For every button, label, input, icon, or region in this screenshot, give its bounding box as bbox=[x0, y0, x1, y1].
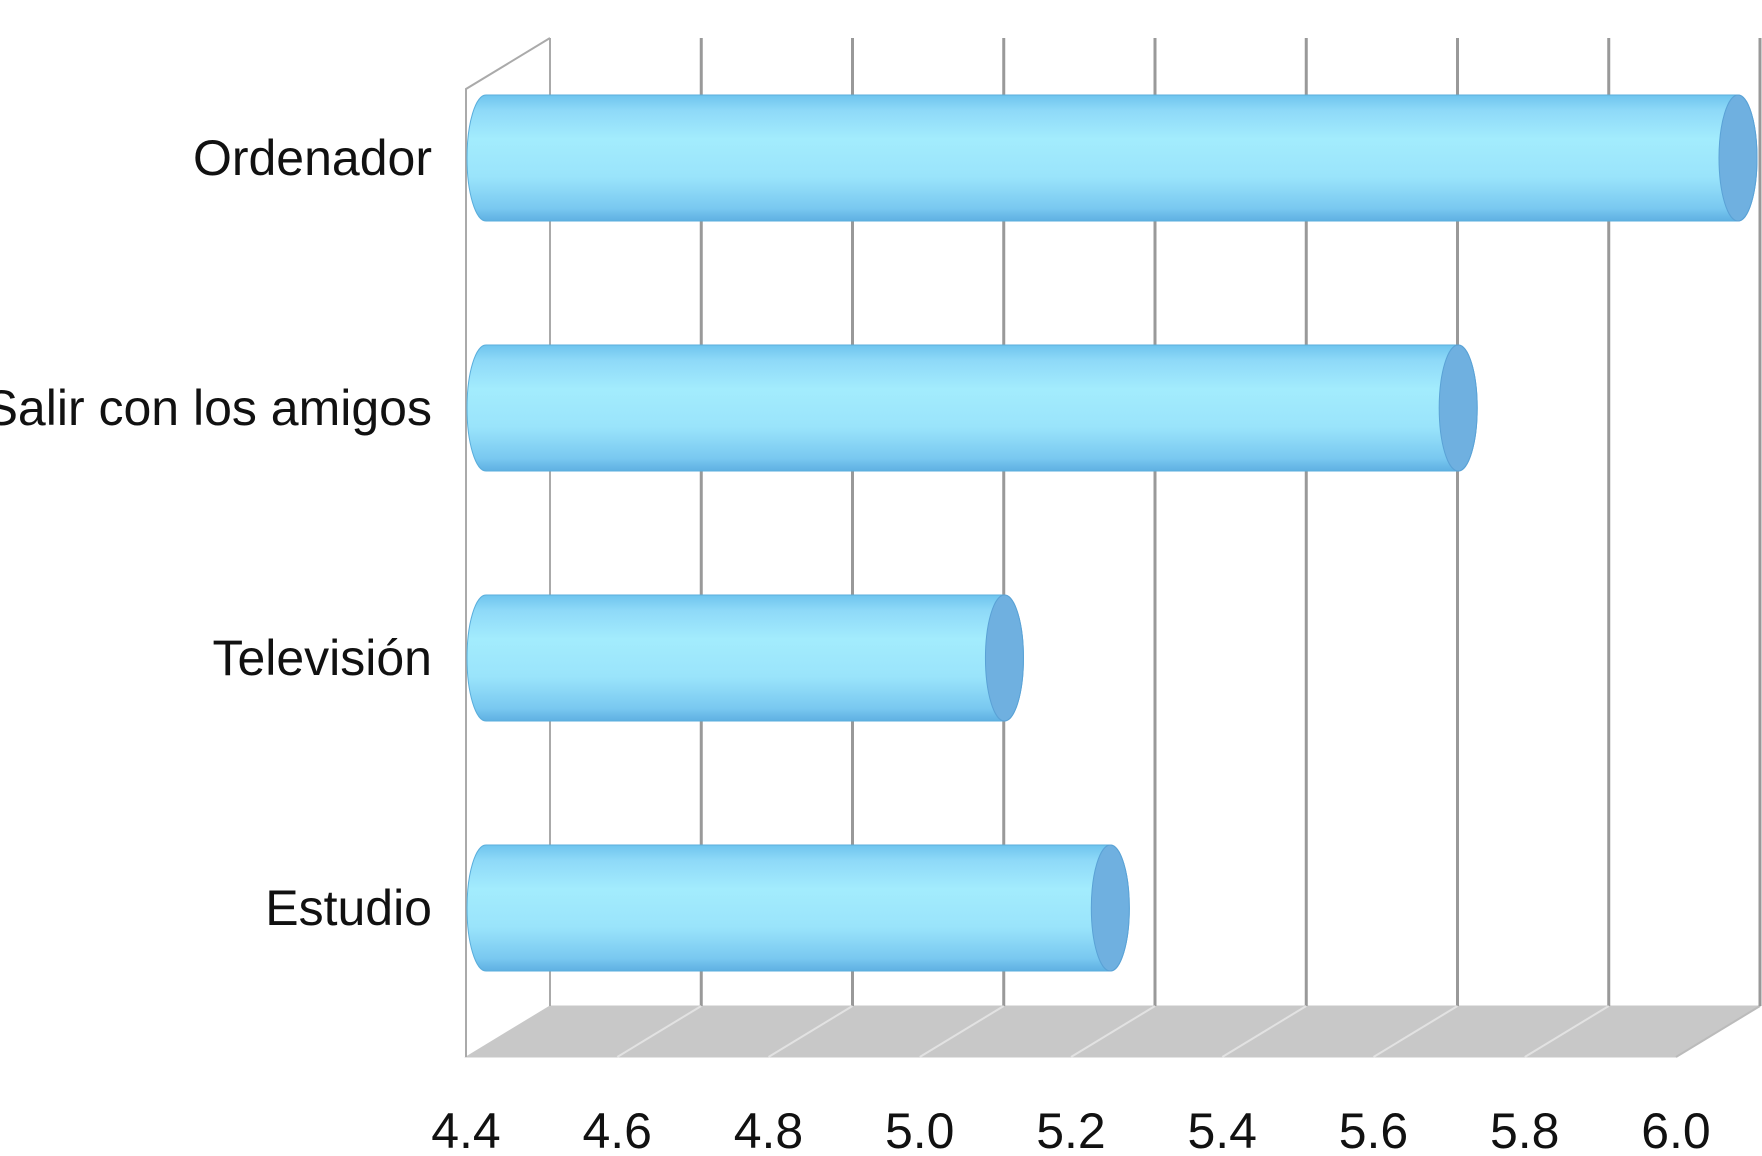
category-labels: Ordenador Salir con los amigos Televisión E… bbox=[0, 130, 432, 936]
bar-end-cap bbox=[1718, 94, 1758, 222]
bar bbox=[466, 844, 1130, 972]
x-tick-label: 5.4 bbox=[1187, 1103, 1257, 1156]
x-tick-label: 4.8 bbox=[734, 1103, 804, 1156]
floor-gridline bbox=[1372, 1005, 1459, 1058]
x-tick-label: 4.4 bbox=[431, 1103, 501, 1156]
floor-gridline bbox=[1221, 1005, 1307, 1058]
category-label: Ordenador bbox=[193, 130, 432, 186]
bar bbox=[466, 594, 1024, 722]
bars bbox=[466, 94, 1758, 972]
bar bbox=[466, 94, 1758, 222]
x-tick-label: 5.8 bbox=[1490, 1103, 1560, 1156]
floor-gridline bbox=[616, 1005, 702, 1058]
floor-gridline bbox=[1070, 1005, 1156, 1058]
x-tick-label: 5.0 bbox=[885, 1103, 955, 1156]
category-label: Estudio bbox=[265, 880, 432, 936]
floor-gridline bbox=[1524, 1005, 1610, 1058]
floor-right-edge bbox=[1675, 1005, 1761, 1058]
bar-end-cap bbox=[1438, 344, 1478, 472]
x-tick-label: 6.0 bbox=[1641, 1103, 1711, 1156]
floor-gridline bbox=[919, 1005, 1005, 1058]
x-tick-label: 5.2 bbox=[1036, 1103, 1106, 1156]
x-tick-label: 4.6 bbox=[582, 1103, 652, 1156]
category-label: Televisión bbox=[212, 630, 432, 686]
category-label: Salir con los amigos bbox=[0, 380, 432, 436]
floor-gridline bbox=[767, 1005, 854, 1058]
bar-end-cap bbox=[1090, 844, 1130, 972]
x-tick-label: 5.6 bbox=[1339, 1103, 1409, 1156]
x-tick-labels: 4.4 4.6 4.8 5.0 5.2 5.4 5.6 5.8 6.0 bbox=[431, 1103, 1711, 1156]
side-wall-edge bbox=[465, 37, 551, 1057]
bar bbox=[466, 344, 1478, 472]
bar-end-cap bbox=[984, 594, 1024, 722]
